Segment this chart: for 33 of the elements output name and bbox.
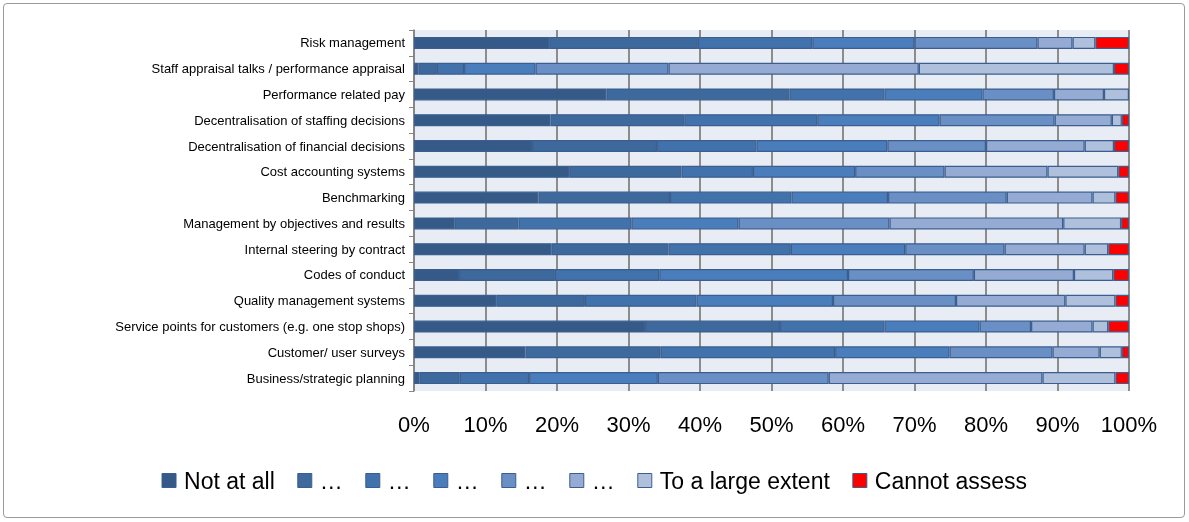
x-tick-label: 100% [1100, 411, 1158, 437]
y-tick-label: Customer/ user surveys [267, 344, 406, 360]
x-tick-label: 50% [749, 411, 794, 437]
legend-label: … [319, 467, 343, 494]
x-tick-label: 90% [1035, 411, 1080, 437]
x-tick-label: 40% [677, 411, 723, 437]
y-tick-label: Service points for customers (e.g. one stop shops) [115, 319, 405, 335]
y-tick-label: Internal steering by contract [244, 241, 406, 257]
legend-label: … [591, 467, 615, 494]
x-tick-label: 0% [398, 411, 430, 437]
x-tick-label: 70% [892, 411, 937, 437]
legend-label: Cannot assess [874, 467, 1027, 494]
x-tick-label: 30% [606, 411, 651, 437]
y-tick-label: Decentralisation of financial decisions [188, 138, 406, 154]
legend-label: … [523, 467, 547, 494]
legend-label: … [387, 467, 411, 494]
y-tick-label: Business/strategic planning [246, 370, 405, 386]
x-tick-label: 10% [463, 411, 508, 437]
x-tick-label: 80% [963, 411, 1009, 437]
y-tick-label: Decentralisation of staffing decisions [194, 112, 406, 128]
y-tick-label: Codes of conduct [303, 267, 406, 283]
y-tick-label: Management by objectives and results [183, 215, 406, 231]
y-tick-label: Benchmarking [321, 190, 405, 206]
x-tick-label: 20% [534, 411, 580, 437]
y-tick-label: Cost accounting systems [260, 164, 406, 180]
x-tick-label: 60% [820, 411, 866, 437]
legend-label: … [455, 467, 479, 494]
legend-label: To a large extent [659, 467, 831, 494]
y-tick-label: Performance related pay [262, 86, 406, 102]
y-tick-label: Risk management [300, 35, 406, 51]
legend-label: Not at all [184, 467, 275, 494]
y-tick-label: Quality management systems [233, 293, 406, 309]
y-tick-label: Staff appraisal talks / performance appraisal [151, 61, 406, 77]
